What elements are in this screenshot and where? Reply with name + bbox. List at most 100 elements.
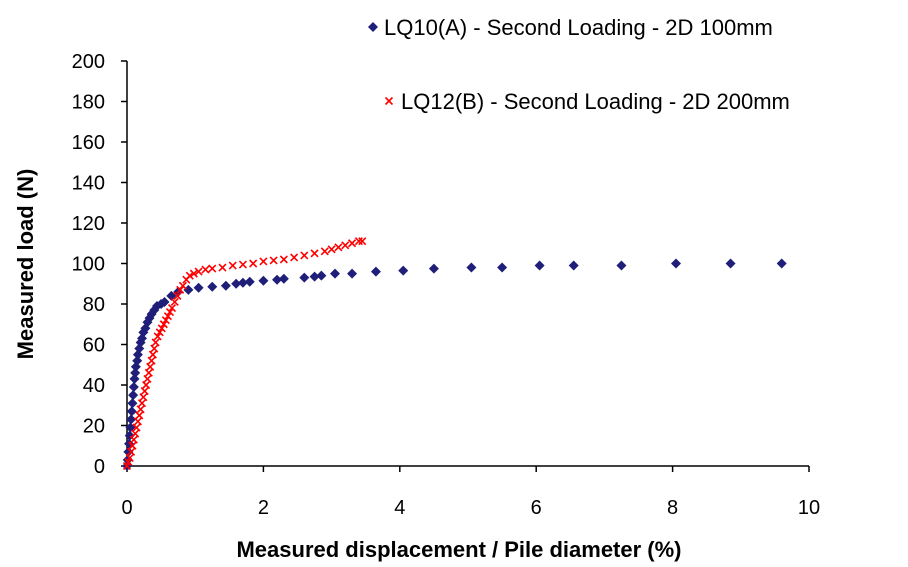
data-point [207,281,218,292]
data-point [278,273,289,284]
data-point [316,270,327,281]
data-point [155,328,164,337]
data-point [237,277,248,288]
data-point [142,380,151,390]
y-tick-label: 60 [83,335,105,357]
data-point [139,393,148,402]
data-point [128,390,139,401]
data-point [161,316,170,325]
data-point [153,332,162,341]
data-point [244,276,255,287]
data-point [159,296,170,307]
data-point [398,265,409,276]
data-point [126,414,137,425]
series-1 [122,237,367,471]
data-point [208,264,217,273]
x-tick-labels: 0 2 4 6 8 10 [121,497,820,519]
data-point [466,262,477,273]
data-point [259,257,268,266]
y-tick-label: 100 [72,254,105,276]
data-point [272,274,283,285]
data-point [183,284,194,295]
data-point [144,368,153,377]
data-point [128,382,139,393]
data-point [127,398,138,409]
data-point [249,259,258,268]
data-point [132,423,141,432]
legend-label-lq12: LQ12(B) - Second Loading - 2D 200mm [401,89,790,114]
data-point [218,263,227,272]
data-point [151,338,160,347]
data-point [189,269,198,278]
data-point [148,350,157,359]
data-point [334,243,343,252]
legend-label-lq10: LQ10(A) - Second Loading - 2D 100mm [384,15,773,40]
x-tick-label: 10 [798,497,820,519]
data-point [354,237,363,246]
data-point [279,255,288,264]
data-point [143,374,152,383]
data-point [146,362,155,371]
data-point [133,417,142,426]
data-point [534,260,545,271]
data-point [201,265,210,274]
data-point [269,256,278,265]
data-point [157,324,166,333]
legend-marker-lq10 [368,22,378,32]
data-point [347,239,357,248]
y-tick-label: 80 [83,294,105,316]
data-point [127,447,136,456]
x-tick-label: 8 [667,497,678,519]
data-point [167,303,177,313]
data-point [776,258,787,269]
data-point [137,399,147,408]
data-point [671,258,682,269]
data-point [163,312,172,321]
data-point [497,262,508,273]
data-point [165,308,175,317]
data-point [129,435,138,444]
data-point [135,411,144,420]
x-tick-label: 2 [258,497,269,519]
legend: LQ10(A) - Second Loading - 2D 100mm LQ12… [368,15,790,114]
data-point [131,429,140,438]
data-point [725,258,736,269]
data-point [320,247,329,256]
data-point [358,237,367,246]
data-point [370,266,381,277]
data-point [125,422,136,433]
y-tick-label: 40 [83,375,105,397]
data-point [140,387,149,396]
data-point [341,241,350,250]
data-point [327,245,336,254]
data-point [159,320,168,329]
data-point [173,291,182,300]
data-point [228,261,237,270]
x-tick-label: 6 [531,497,542,519]
y-axis-title: Measured load (N) [13,169,38,360]
y-tick-label: 180 [72,92,105,114]
legend-marker-lq12 [384,96,394,106]
data-point [238,260,248,269]
data-point [170,297,179,307]
series-0 [122,258,787,471]
data-point [166,290,177,301]
data-point [258,275,269,286]
data-point [309,271,320,282]
y-tick-label: 20 [83,416,105,438]
data-point [347,268,358,279]
data-point [178,281,187,290]
data-point [123,446,134,457]
data-point [194,267,203,276]
x-axis-title: Measured displacement / Pile diameter (%… [236,537,681,562]
y-tick-label: 120 [72,213,105,235]
data-point [330,268,341,279]
data-point [136,405,145,414]
data-point [193,282,204,293]
data-point [130,367,141,378]
legend-symbol [368,22,378,32]
data-point [150,344,159,353]
y-tick-label: 140 [72,173,105,195]
data-point [568,260,579,271]
